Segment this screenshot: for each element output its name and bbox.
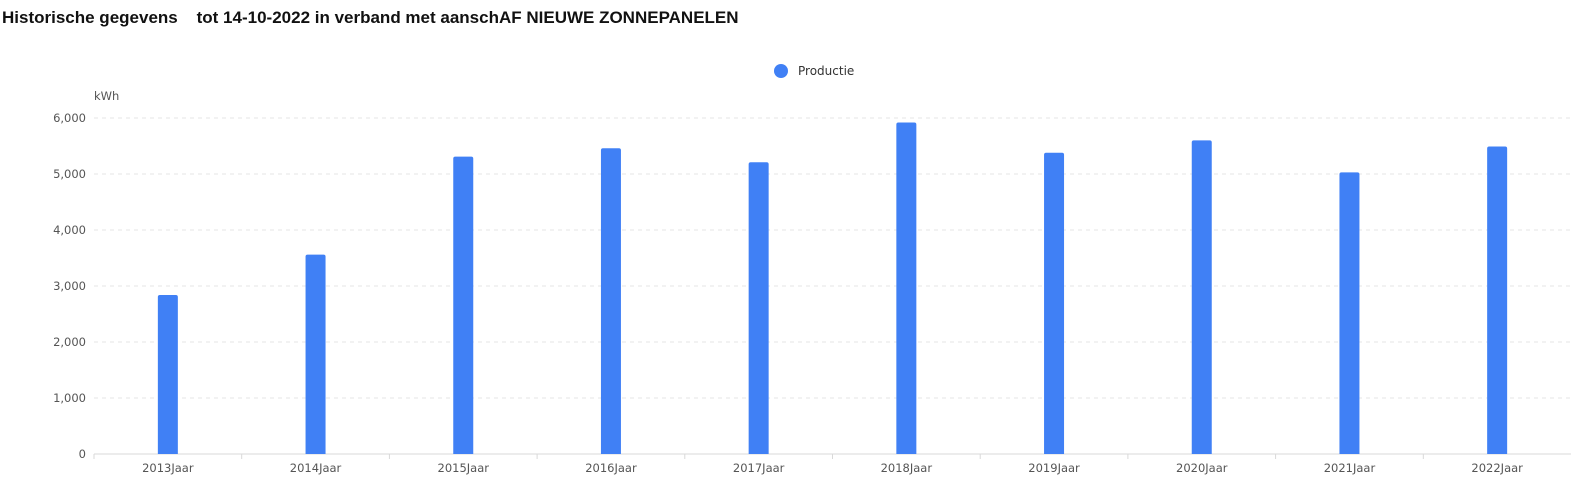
y-tick-label: 5,000	[53, 167, 86, 181]
x-tick-label: 2020Jaar	[1176, 461, 1228, 475]
bar-2016Jaar[interactable]	[600, 148, 621, 455]
x-tick-label: 2015Jaar	[438, 461, 490, 475]
y-tick-label: 2,000	[53, 335, 86, 349]
bar-2022Jaar[interactable]	[1487, 146, 1508, 454]
axes: 0 1,000 2,000 3,000 4,000 5,000 6,000 2013Jaar 2…	[53, 111, 1571, 475]
bar-2017Jaar[interactable]	[748, 162, 769, 455]
y-tick-label: 3,000	[53, 279, 86, 293]
y-axis-unit-label: kWh	[94, 89, 119, 103]
legend-swatch-productie[interactable]	[774, 64, 788, 78]
x-tick-label: 2022Jaar	[1471, 461, 1523, 475]
x-tick-label: 2021Jaar	[1324, 461, 1376, 475]
x-tick-label: 2014Jaar	[290, 461, 342, 475]
y-tick-label: 4,000	[53, 223, 86, 237]
x-tick-label: 2013Jaar	[142, 461, 194, 475]
bar-2019Jaar[interactable]	[1044, 152, 1065, 454]
x-tick-label: 2016Jaar	[585, 461, 637, 475]
y-tick-label: 0	[79, 447, 86, 461]
bar-series	[157, 122, 1508, 455]
y-tick-label: 1,000	[53, 391, 86, 405]
bar-2021Jaar[interactable]	[1339, 172, 1360, 454]
legend-label-productie[interactable]: Productie	[798, 64, 854, 78]
bar-2015Jaar[interactable]	[453, 156, 474, 454]
bar-2013Jaar[interactable]	[157, 294, 178, 454]
x-tick-label: 2017Jaar	[733, 461, 785, 475]
legend: Productie	[774, 64, 854, 78]
grid-lines	[94, 117, 1571, 399]
y-tick-label: 6,000	[53, 111, 86, 125]
bar-2020Jaar[interactable]	[1191, 140, 1212, 454]
x-tick-label: 2019Jaar	[1028, 461, 1080, 475]
page-title: Historische gegevens tot 14-10-2022 in v…	[2, 8, 739, 27]
bar-2018Jaar[interactable]	[896, 122, 917, 454]
x-tick-label: 2018Jaar	[881, 461, 933, 475]
bar-2014Jaar[interactable]	[305, 254, 326, 454]
